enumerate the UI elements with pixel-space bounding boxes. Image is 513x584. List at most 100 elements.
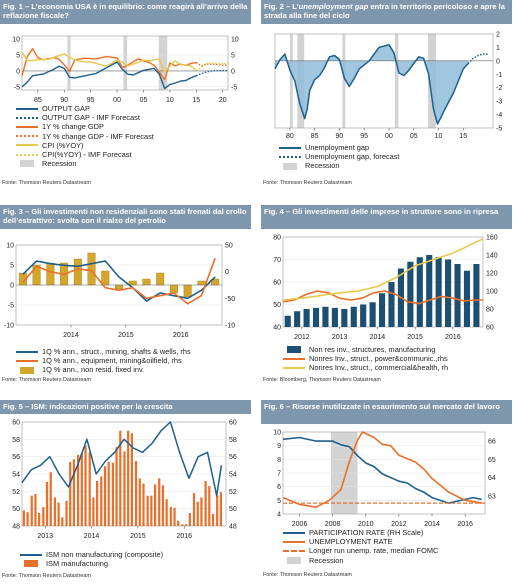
fig5-bar bbox=[200, 497, 203, 526]
legend-swatch bbox=[16, 126, 38, 128]
right-tick-label: -4 bbox=[496, 112, 502, 119]
right-tick-label: 100 bbox=[486, 289, 498, 296]
fig1-series-4 bbox=[21, 51, 197, 73]
left-tick-label: 40 bbox=[273, 325, 281, 332]
fig1-source: Fonte: Thomson Reuters Datastream bbox=[2, 180, 91, 186]
fig5-bar bbox=[127, 430, 130, 526]
x-tick-label: 2015 bbox=[130, 533, 146, 540]
fig4-bar bbox=[463, 270, 471, 327]
x-tick-label: 05 bbox=[410, 133, 418, 140]
fig3-bar bbox=[156, 272, 165, 286]
legend-item: Non res inv., structures, manufacturing bbox=[283, 345, 448, 354]
fig4-bar bbox=[312, 307, 320, 327]
right-tick-label: 58 bbox=[229, 437, 237, 444]
fig2-series-0 bbox=[274, 43, 469, 125]
fig5-chart: 60 58 56 54 52 50 48 60 58 56 54 52 50 48 2013 2014 2015… bbox=[12, 420, 237, 541]
legend-label: 1Q % ann., struct., mining, shafts & wel… bbox=[42, 347, 191, 356]
x-tick-label: 2014 bbox=[84, 533, 100, 540]
legend-item: 1Q % ann., non resid. fixed inv. bbox=[16, 365, 191, 374]
fig5-bar bbox=[26, 512, 29, 526]
fig3-bar bbox=[142, 278, 151, 286]
legend-swatch bbox=[283, 162, 297, 170]
fig4-chart: 80 70 60 50 40 160 140 120 100 80 60 2012 2013 2014 20… bbox=[273, 235, 498, 342]
left-tick-label: 54 bbox=[12, 472, 20, 479]
fig2-legend: Unemployment gap Unemployment gap, foreca… bbox=[279, 143, 399, 171]
fig5-bar bbox=[69, 461, 72, 526]
x-tick-label: 2006 bbox=[292, 521, 308, 528]
x-tick-label: 80 bbox=[286, 133, 294, 140]
legend-item: Recession bbox=[283, 556, 438, 565]
fig1-series-1 bbox=[196, 69, 228, 77]
x-tick-label: 2014 bbox=[424, 521, 440, 528]
legend-label: Unemployment gap bbox=[305, 143, 370, 152]
fig5-bar bbox=[204, 480, 207, 526]
legend-label: Recession bbox=[309, 555, 344, 565]
right-tick-label: 1 bbox=[496, 45, 500, 52]
fig5-bar bbox=[188, 513, 191, 526]
right-tick-label: 56 bbox=[229, 454, 237, 461]
right-tick-label: 60 bbox=[486, 325, 494, 332]
panel-fig6: Fig. 6 – Risorse inutilizzate in esaurim… bbox=[261, 400, 512, 584]
fig5-bar bbox=[103, 466, 107, 526]
fig6-source: Fonte: Thomson Reuters Datastream bbox=[263, 572, 352, 578]
right-tick-label: 140 bbox=[486, 253, 498, 260]
fig3-series-0 bbox=[22, 260, 216, 302]
legend-item: 1Y % change GDP - IMF Forecast bbox=[16, 132, 154, 141]
legend-item: Nonres Inv., struct., power&communic.,rh… bbox=[283, 354, 448, 363]
legend-swatch bbox=[283, 367, 305, 369]
left-tick-label: 60 bbox=[273, 280, 281, 287]
fig4-bar bbox=[388, 282, 395, 327]
fig5-bar bbox=[196, 501, 199, 526]
fig3-bar bbox=[73, 258, 82, 286]
legend-label: Longer run unemp. rate, median FOMC bbox=[309, 546, 439, 556]
legend-swatch bbox=[287, 346, 301, 354]
left-tick-label: 5 bbox=[277, 498, 281, 505]
fig5-bar bbox=[185, 524, 188, 526]
fig5-bar bbox=[219, 492, 223, 526]
legend-label: UNEMPLOYMENT RATE bbox=[309, 537, 393, 547]
fig4-bar bbox=[331, 307, 338, 327]
x-tick-label: 2016 bbox=[173, 332, 189, 339]
x-tick-label: 2016 bbox=[457, 521, 473, 528]
legend-label: 1Y % change GDP bbox=[42, 122, 104, 132]
left-tick-label: 7 bbox=[277, 471, 281, 478]
left-tick-label: 10 bbox=[6, 243, 14, 250]
right-tick-label: 0 bbox=[231, 68, 235, 75]
legend-swatch bbox=[16, 359, 38, 362]
x-tick-label: 2012 bbox=[391, 521, 407, 528]
legend-label: Nonres Inv., struct., power&communic.,rh… bbox=[309, 354, 448, 364]
x-tick-label: 05 bbox=[140, 97, 148, 104]
left-tick-label: 52 bbox=[12, 489, 20, 496]
x-tick-label: 2015 bbox=[118, 332, 134, 339]
fig6-legend: PARTICIPATION RATE (RH Scale) UNEMPLOYMEN… bbox=[283, 528, 438, 565]
fig2-title: Fig. 2 – L’unemployment gap entra in ter… bbox=[261, 0, 512, 24]
legend-item: 1Y % change GDP bbox=[16, 122, 154, 131]
legend-item: CPI(%YOY) - IMF Forecast bbox=[16, 150, 154, 159]
legend-swatch bbox=[283, 531, 305, 534]
left-tick-label: 0 bbox=[16, 68, 20, 75]
legend-item: OUTPUT GAP - IMF Forecast bbox=[16, 113, 154, 122]
right-tick-label: 65 bbox=[488, 457, 496, 464]
fig5-bar bbox=[30, 495, 33, 526]
x-tick-label: 15 bbox=[459, 133, 467, 140]
fig5-bar bbox=[153, 484, 157, 526]
recession-band bbox=[289, 34, 293, 128]
fig1-series-0 bbox=[21, 61, 197, 90]
panel-fig5: Fig. 5 – ISM: indicazioni positive per l… bbox=[0, 400, 251, 584]
fig5-bar bbox=[130, 433, 133, 526]
fig3-bar bbox=[101, 270, 110, 286]
fig5-bar bbox=[115, 447, 118, 526]
x-tick-label: 15 bbox=[192, 97, 200, 104]
panel-fig4: Fig. 4 – Gli investimenti delle imprese … bbox=[261, 205, 512, 390]
fig5-source: Fonte: Thomson Reuters Datastream bbox=[2, 573, 91, 579]
legend-label: 1Y % change GDP - IMF Forecast bbox=[42, 131, 154, 141]
fig5-bar bbox=[123, 451, 126, 526]
legend-label: Non res inv., structures, manufacturing bbox=[309, 345, 436, 354]
legend-swatch bbox=[16, 135, 38, 138]
right-tick-label: 80 bbox=[486, 307, 494, 314]
legend-label: PARTICIPATION RATE (RH Scale) bbox=[309, 528, 424, 537]
fig5-series-0 bbox=[21, 421, 223, 497]
fig5-bar bbox=[45, 481, 49, 526]
right-tick-label: 120 bbox=[486, 271, 498, 278]
fig5-bar bbox=[169, 506, 172, 526]
